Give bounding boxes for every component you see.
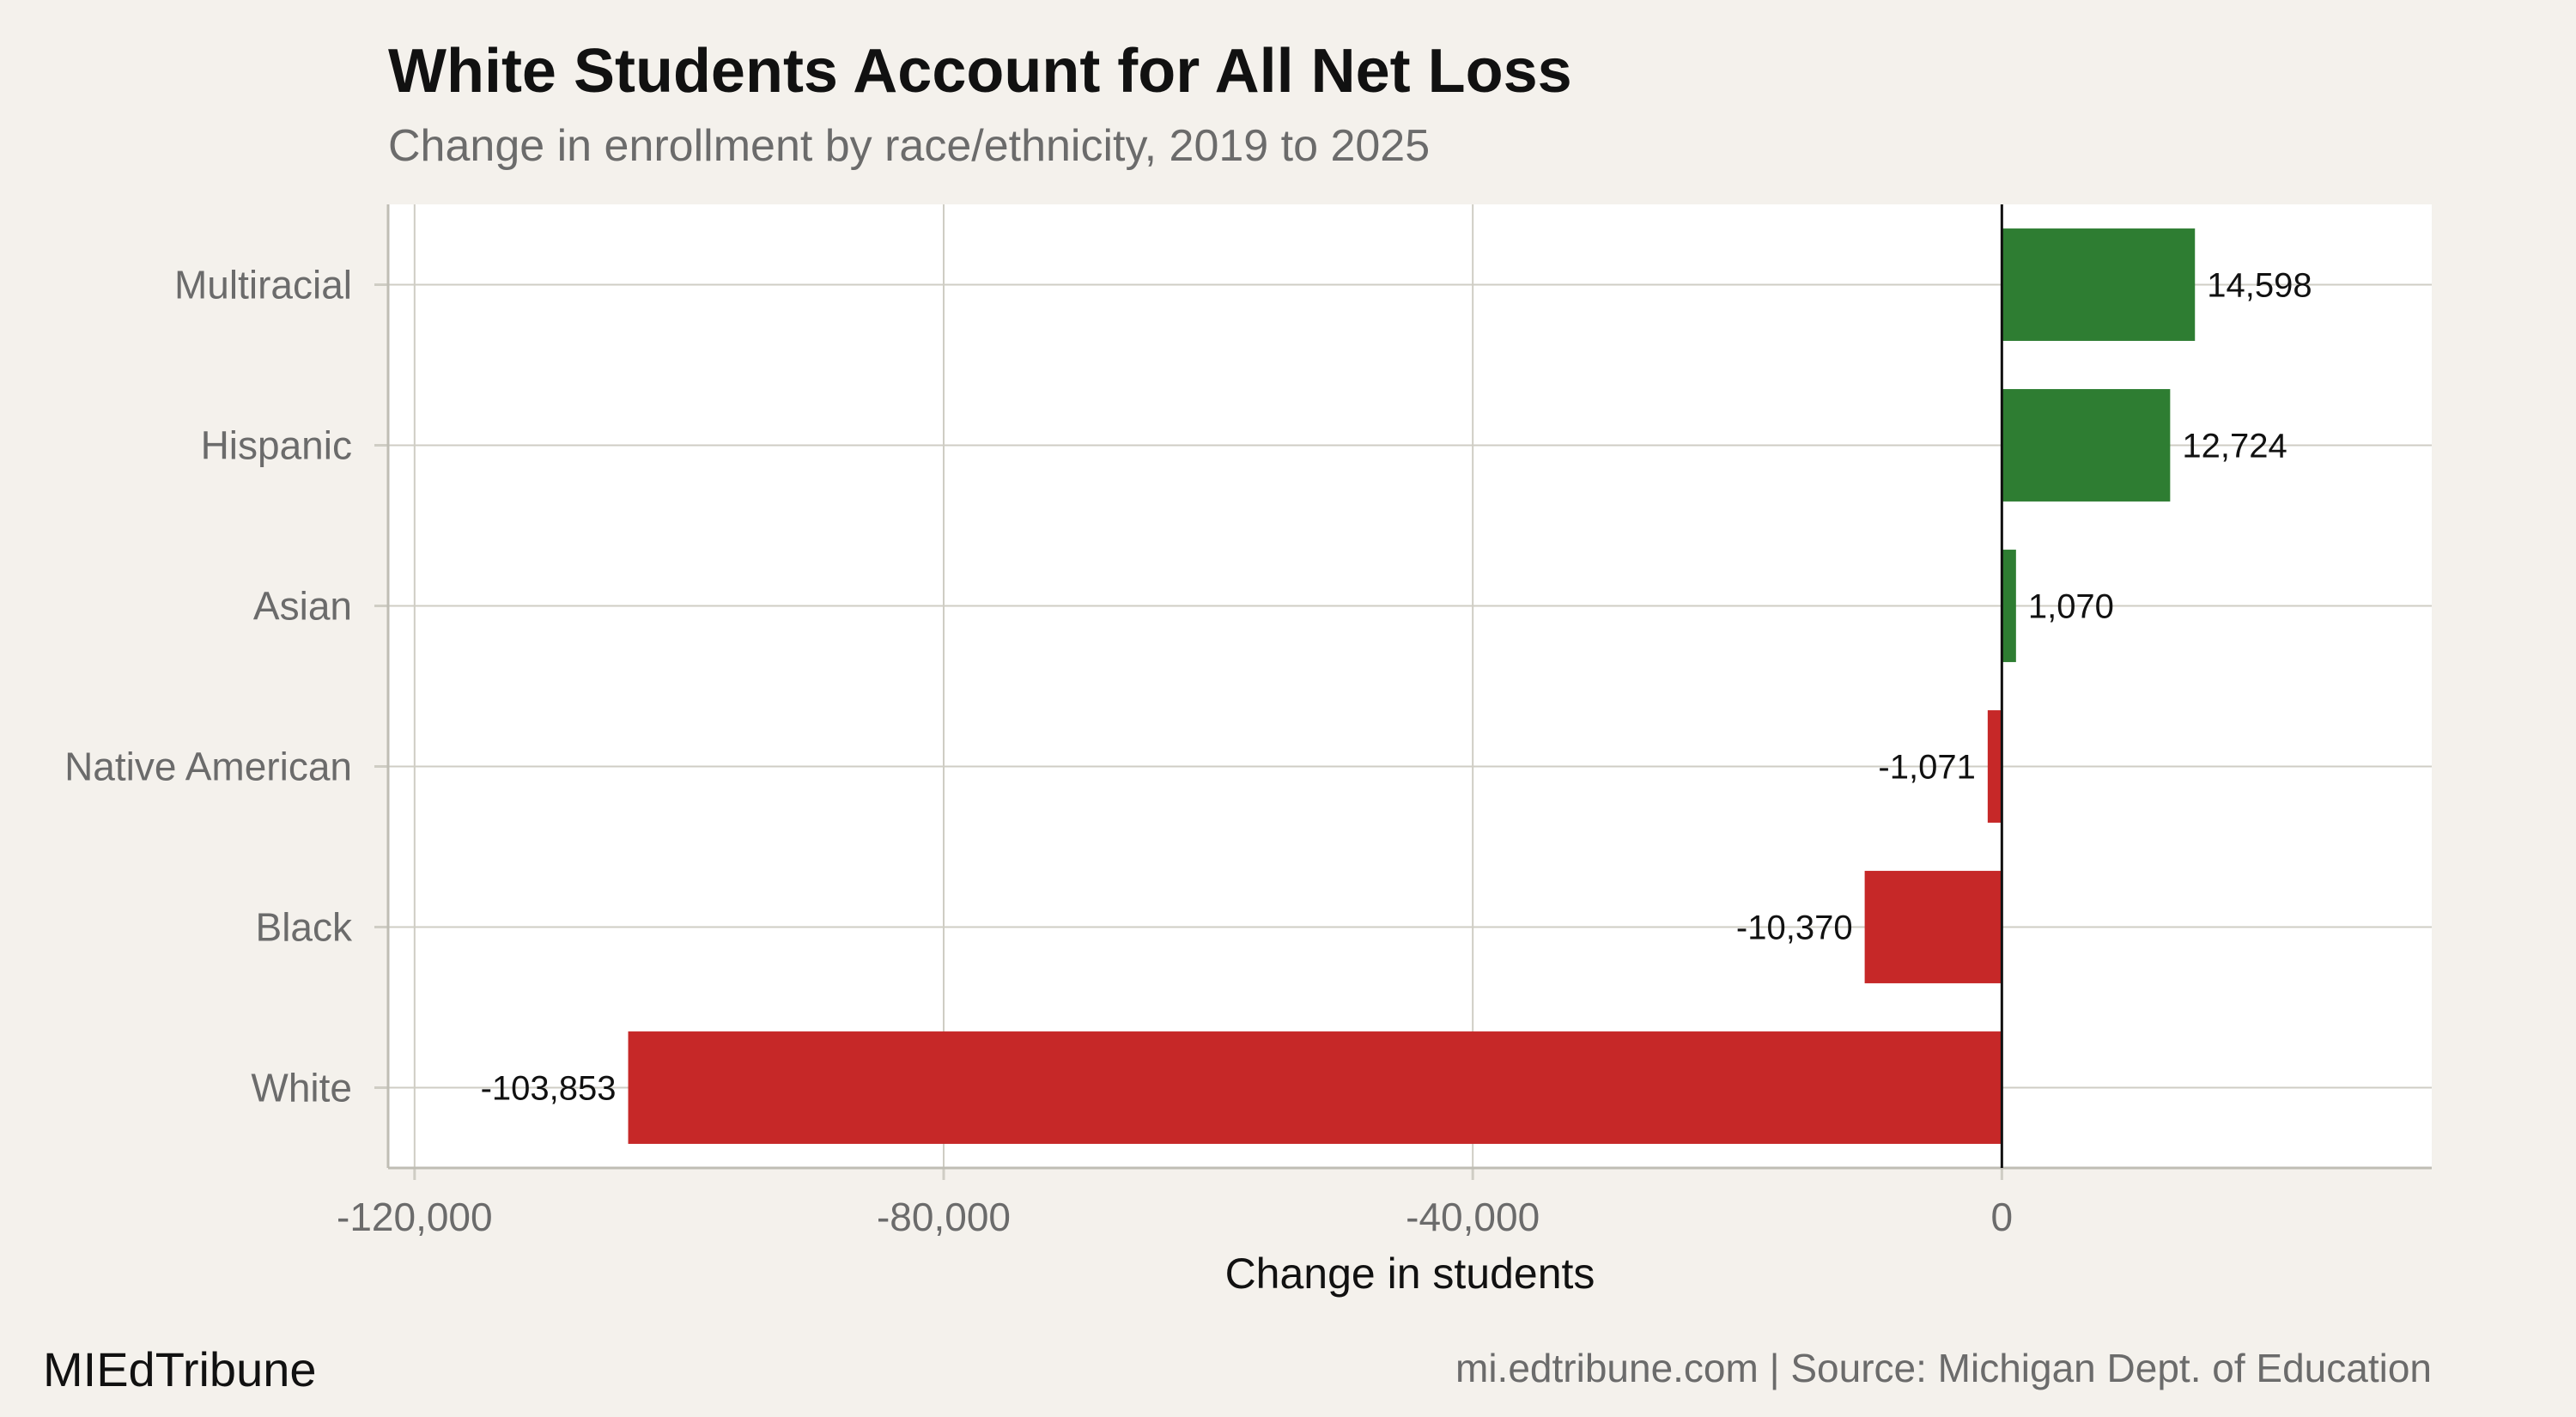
data-labels: 14,598 12,724 1,070 -1,071 -10,370 -103,853: [481, 267, 2312, 1108]
data-label: -103,853: [481, 1070, 617, 1108]
y-tick-label: Multiracial: [174, 263, 352, 307]
source-note: mi.edtribune.com | Source: Michigan Dept…: [1455, 1346, 2432, 1390]
brand-logo-text: MIEdTribune: [43, 1342, 317, 1396]
data-label: 14,598: [2207, 267, 2312, 305]
plot-panel: [388, 204, 2432, 1168]
data-label: 12,724: [2182, 428, 2287, 465]
x-axis-title: Change in students: [1225, 1250, 1595, 1298]
bar: [1987, 710, 2002, 823]
bar: [2002, 228, 2196, 341]
y-axis-labels: Multiracial Hispanic Asian Native American B…: [64, 263, 353, 1110]
data-label: -1,071: [1878, 749, 1975, 787]
bar: [2002, 550, 2016, 662]
chart-title: White Students Account for All Net Loss: [388, 37, 1572, 106]
bars: [628, 228, 2196, 1144]
x-axis-labels: -120,000 -80,000 -40,000 0: [337, 1195, 2013, 1239]
x-tick-label: -40,000: [1406, 1195, 1540, 1239]
x-tick-label: -120,000: [337, 1195, 493, 1239]
y-tick-label: Black: [256, 905, 353, 950]
chart-subtitle: Change in enrollment by race/ethnicity, …: [388, 121, 1431, 171]
y-tick-label: Asian: [253, 584, 352, 629]
y-tick-label: White: [251, 1066, 352, 1110]
y-tick-label: Native American: [64, 745, 352, 789]
data-label: 1,070: [2028, 588, 2114, 626]
y-tick-label: Hispanic: [201, 423, 352, 468]
bar: [1864, 871, 2002, 983]
bar: [628, 1031, 2002, 1144]
bar: [2002, 389, 2171, 502]
data-label: -10,370: [1736, 909, 1853, 947]
x-tick-label: -80,000: [877, 1195, 1011, 1239]
x-tick-label: 0: [1991, 1195, 2014, 1239]
